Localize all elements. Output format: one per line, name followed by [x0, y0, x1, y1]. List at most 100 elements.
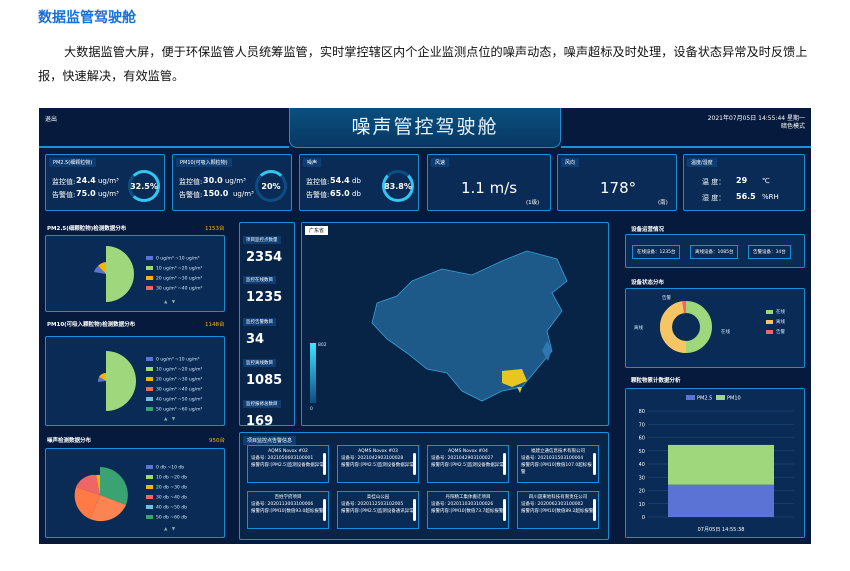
legend-item: 离线 — [766, 319, 785, 325]
alarm-content: 报警内容:[PM10]数值93.0超标报警 — [251, 509, 324, 514]
offline-devices-button[interactable]: 离线设备：1085台 — [690, 245, 739, 259]
alarm-card[interactable]: 四川晟東地科技有限责任公司 设备号: 2020062303100002 报警内容:[… — [517, 491, 599, 529]
map-scale-bar[interactable] — [310, 343, 316, 403]
alarm-name: AQMS Novox #02 — [268, 449, 308, 454]
wind-speed-card: 风速 1.1 m/s (1级) — [427, 154, 551, 211]
alarm-card[interactable]: AQMS Novox #02 设备号: 2021050603100001 报警内容:… — [247, 445, 329, 483]
alarm-name: 福建立通信息技术有限公司 — [531, 449, 585, 454]
bar-segment — [668, 484, 774, 517]
wind-level: (1级) — [526, 200, 540, 206]
legend-swatch — [686, 395, 695, 400]
pm25-dist-panel: 0 ug/m³ ~10 ug/m³ 10 ug/m³ ~20 ug/m³ 20 … — [45, 235, 225, 312]
monitor-unit: db — [352, 177, 361, 185]
pm10-dist-panel: 0 ug/m³ ~10 ug/m³ 10 ug/m³ ~20 ug/m³ 20 … — [45, 336, 225, 426]
alarm-card[interactable]: 百姓学府项目设备号: 2020113003100006 报警内容:[PM10]数值… — [247, 491, 329, 529]
legend-item: 40 db ~50 db — [146, 505, 187, 511]
pie-slice — [96, 474, 100, 495]
pm25-dist-count: 1153台 — [205, 226, 225, 232]
alarm-id: 设备号: 2020062303100002 — [521, 502, 584, 507]
y-tick-label: 70 — [639, 422, 645, 428]
device-status-panel: 在线设备：1235台 离线设备：1085台 告警设备：34台 — [625, 234, 805, 268]
alarm-scrollbar[interactable] — [503, 453, 506, 475]
legend-pager[interactable]: ▲ ▼ — [164, 417, 176, 422]
alarm-devices-button[interactable]: 告警设备：34台 — [748, 245, 791, 259]
pm25-card: PM2.5(细颗粒物) 监控值: 24.4 ug/m³ 告警值: 75.0 ug… — [45, 154, 165, 211]
taiwan-region — [542, 341, 552, 361]
alarm-scrollbar[interactable] — [413, 499, 416, 521]
alarm-name: AQMS Novox #03 — [358, 449, 398, 454]
alarm-id: 设备号: 2020112503102005 — [341, 502, 404, 507]
card-title: PM10(可吸入颗粒物) — [176, 158, 232, 167]
alarm-id: 设备号: 2021031503100004 — [521, 456, 584, 461]
hainan-region — [517, 387, 522, 393]
map-region-tag[interactable]: 广东省 — [305, 226, 329, 235]
legend-pager[interactable]: ▲ ▼ — [164, 300, 176, 305]
alarms-title: 项目监控点告警信息 — [243, 436, 297, 445]
alarm-scrollbar[interactable] — [323, 499, 326, 521]
alarm-scrollbar[interactable] — [323, 453, 326, 475]
alarm-scrollbar[interactable] — [593, 499, 596, 521]
alarm-scrollbar[interactable] — [503, 499, 506, 521]
monitor-value: 54.4 — [330, 176, 350, 185]
device-dist-panel: 告警 离线 在线 在线 离线 告警 — [625, 288, 805, 368]
alarm-card[interactable]: 丹阳精工集体搬迁项目 设备号: 2020110303100026 报警内容:[PM1… — [427, 491, 509, 529]
y-tick-label: 40 — [639, 462, 645, 468]
alarm-name: 百姓学府项目 — [274, 495, 302, 500]
alarm-card[interactable]: AQMS Novox #04 设备号: 2021042903100027 报警内容:… — [427, 445, 509, 483]
scale-max: 802 — [318, 343, 327, 348]
monitor-value: 30.0 — [203, 176, 223, 185]
dashboard-screen: 退出 噪声管控驾驶舱 2021年07月05日 14:55:44 星期一 暗色模式… — [39, 108, 811, 544]
particles-title: 颗粒物累计数据分析 — [631, 378, 681, 384]
alarm-id: 设备号: 2020110303100026 — [431, 502, 494, 507]
online-devices-button[interactable]: 在线设备：1235台 — [632, 245, 681, 259]
alarm-value: 75.0 — [76, 189, 96, 198]
card-title: PM2.5(细颗粒物) — [49, 158, 97, 167]
monitor-label: 监控值: — [306, 178, 330, 186]
percent-ring-fill — [128, 170, 160, 202]
pie-slice — [99, 372, 106, 381]
page-intro: 大数据监管大屏，便于环保监管人员统筹监管，实时掌控辖区内个企业监测点位的噪声动态… — [38, 45, 808, 83]
mode-toggle[interactable]: 暗色模式 — [780, 123, 805, 130]
y-tick-label: 10 — [639, 502, 645, 508]
y-tick-label: 80 — [639, 409, 645, 415]
monitor-value: 24.4 — [76, 176, 96, 185]
pie-slice — [100, 467, 128, 505]
monitor-label: 监控值: — [179, 178, 203, 186]
china-map[interactable] — [352, 241, 582, 411]
humidity-label: 湿 度： — [702, 194, 726, 202]
pie-slice — [90, 495, 126, 522]
stat-total: 项目监控点数量 2354 — [243, 226, 285, 265]
alarm-name: AQMS Novox #04 — [448, 449, 488, 454]
percent-value: 20% — [261, 182, 281, 191]
donut-label-alarm: 告警 — [662, 296, 671, 301]
header-line-left — [39, 146, 289, 148]
alarm-content: 报警内容:[PM10]数值89.2超标报警 — [521, 509, 594, 514]
legend-item: 10 db ~20 db — [146, 475, 187, 481]
alarm-card[interactable]: AQMS Novox #03 设备号: 2021042903100028 报警内容:… — [337, 445, 419, 483]
alarm-unit: ug/m³ — [98, 190, 119, 198]
legend-label: PM10 — [727, 396, 741, 402]
page-title: 数据监管驾驶舱 — [38, 10, 136, 26]
pie-slice — [97, 377, 106, 382]
guangdong-region[interactable] — [502, 369, 527, 387]
pm10-pie — [97, 351, 136, 411]
alarm-id: 设备号: 2020113003100006 — [251, 502, 314, 507]
pie-slice — [106, 246, 134, 302]
alarm-content: 报警内容:[PM10]数值107.0超标报警 — [521, 463, 592, 475]
device-donut — [660, 301, 712, 353]
stat-alarm: 监控告警数目 34 — [243, 308, 285, 347]
stat-repair: 监控报修总数目 169 — [243, 390, 285, 429]
exit-link[interactable]: 退出 — [45, 116, 58, 123]
card-title: 噪声 — [303, 158, 322, 167]
legend-item: 0 ug/m³ ~10 ug/m³ — [146, 357, 199, 363]
alarm-name: 高桂山公园 — [366, 495, 390, 500]
alarm-card[interactable]: 福建立通信息技术有限公司设备号: 2021031503100004 报警内容:[P… — [517, 445, 599, 483]
legend-item: 20 ug/m³ ~30 ug/m³ — [146, 377, 202, 383]
wind-direction-card: 风向 178° (南) — [557, 154, 677, 211]
x-tick-label: 07月05日 14:55:38 — [698, 527, 745, 533]
legend-pager[interactable]: ▲ ▼ — [164, 527, 176, 532]
alarm-scrollbar[interactable] — [593, 453, 596, 475]
alarm-scrollbar[interactable] — [413, 453, 416, 475]
alarm-card[interactable]: 高桂山公园 设备号: 2020112503102005 报警内容:[PM2.5]监测… — [337, 491, 419, 529]
y-tick-label: 0 — [642, 515, 645, 521]
